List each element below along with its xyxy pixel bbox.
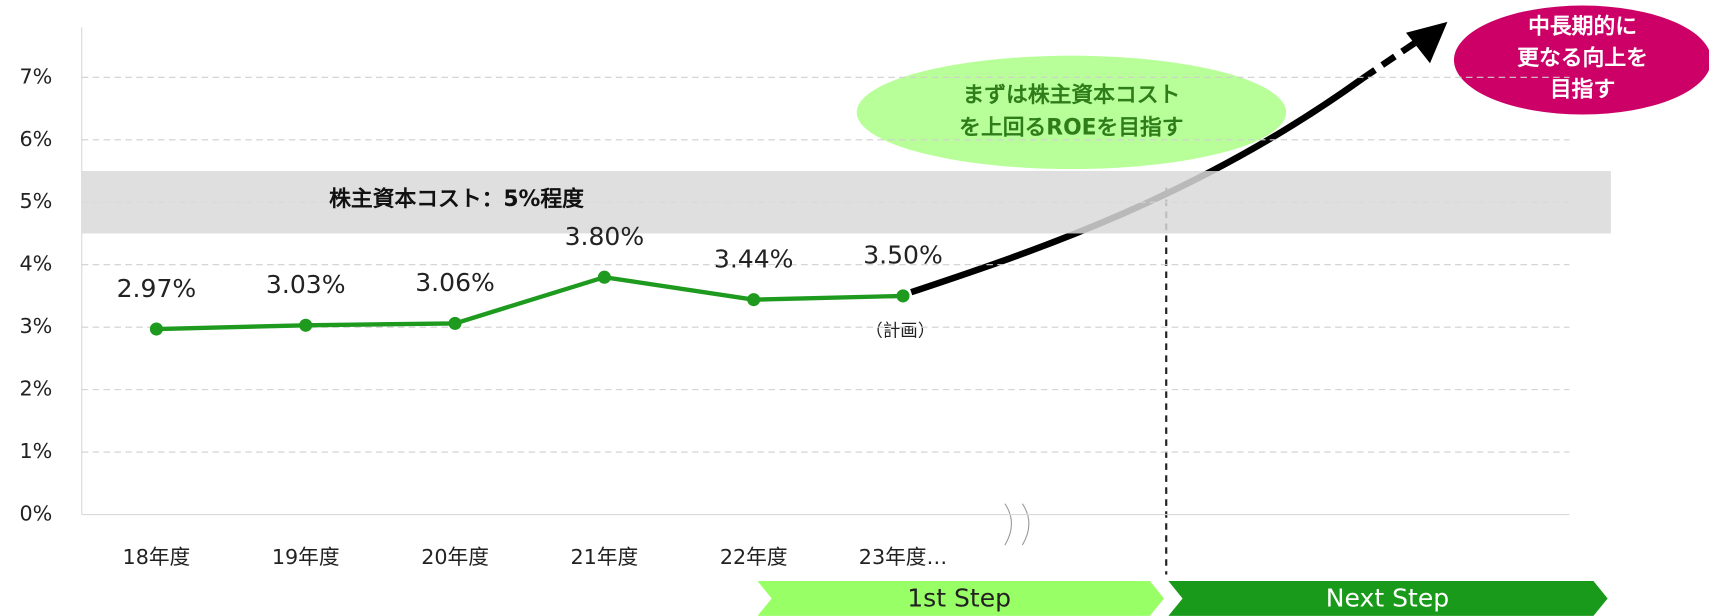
y-tick-label: 6% — [19, 127, 52, 151]
goal-bubble — [856, 55, 1287, 170]
data-label: 3.44% — [714, 244, 794, 273]
x-tick-label: 22年度 — [720, 545, 788, 569]
y-tick-label: 0% — [19, 502, 52, 526]
data-label: 3.03% — [266, 270, 346, 299]
cost-band — [81, 171, 1611, 234]
band-label: 株主資本コスト：5%程度 — [329, 186, 584, 212]
y-tick-label: 2% — [19, 377, 52, 401]
data-label: 3.50% — [863, 241, 943, 270]
plan-note: （計画） — [865, 321, 935, 341]
y-tick-label: 3% — [19, 314, 52, 338]
long-goal-bubble — [1453, 5, 1709, 115]
goal-text: まずは株主資本コスト — [962, 82, 1180, 108]
data-label: 3.80% — [565, 222, 645, 251]
y-tick-label: 4% — [19, 252, 52, 276]
point — [448, 316, 462, 330]
break-mark — [1004, 503, 1030, 546]
data-label: 3.06% — [415, 268, 495, 297]
arrow-head — [1406, 21, 1448, 64]
step1-label: 1st Step — [907, 584, 1011, 613]
x-tick-label: 18年度 — [123, 545, 191, 569]
point — [597, 270, 611, 284]
point — [299, 318, 313, 332]
goal-text: を上回るROEを目指す — [959, 116, 1183, 141]
y-tick-label: 1% — [19, 439, 52, 463]
step2-label: Next Step — [1326, 584, 1449, 613]
trend-arrow-dash — [1360, 38, 1419, 82]
step1-arrow — [757, 581, 1165, 616]
x-tick-label: 21年度 — [571, 545, 639, 569]
line — [156, 274, 904, 332]
point — [149, 322, 163, 336]
long-goal-text: 中長期的に — [1528, 13, 1637, 39]
y-tick-label: 7% — [19, 64, 52, 88]
x-tick-label: 20年度 — [421, 545, 489, 569]
y-tick-label: 5% — [19, 189, 52, 213]
long-goal-text: 更なる向上を — [1517, 45, 1648, 71]
point — [896, 289, 910, 303]
data-label: 2.97% — [117, 274, 197, 303]
step2-arrow — [1168, 581, 1608, 616]
x-tick-label: 23年度… — [859, 545, 947, 569]
point — [747, 293, 761, 307]
x-tick-label: 19年度 — [272, 545, 340, 569]
long-goal-text: 目指す — [1550, 78, 1615, 103]
